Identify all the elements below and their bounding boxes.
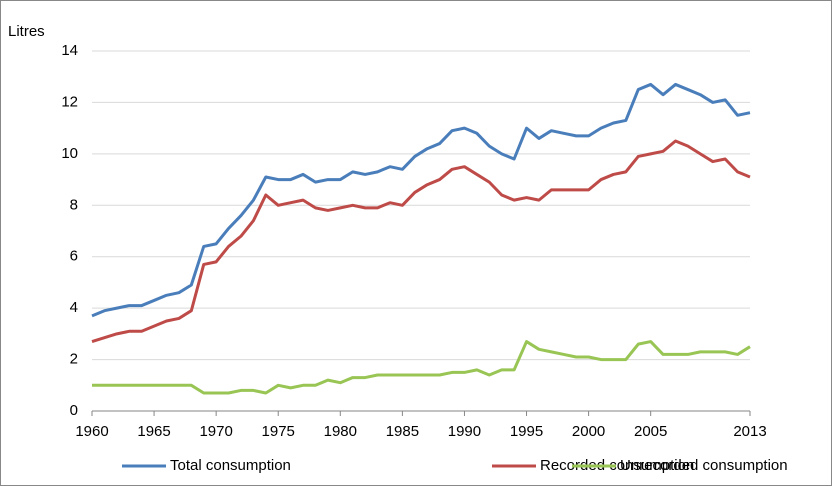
x-tick-label: 2013 <box>733 423 766 440</box>
x-tick-label: 1970 <box>199 423 232 440</box>
x-tick-label: 1995 <box>510 423 543 440</box>
x-tick-label: 1980 <box>324 423 357 440</box>
x-tick-label: 1990 <box>448 423 481 440</box>
x-tick-label: 2005 <box>634 423 667 440</box>
x-tick-label: 1975 <box>262 423 295 440</box>
y-tick-label: 2 <box>70 351 78 368</box>
x-tick-label: 1965 <box>137 423 170 440</box>
line-series <box>92 340 751 395</box>
x-tick-label: 2000 <box>572 423 605 440</box>
y-tick-label: 6 <box>70 248 78 265</box>
y-tick-label: 8 <box>70 196 78 213</box>
y-tick-label: 10 <box>61 145 78 162</box>
legend-label: Unrecorded consumption <box>620 457 788 474</box>
y-tick-label: 14 <box>61 42 78 59</box>
line-series <box>91 82 751 318</box>
y-tick-label: 12 <box>61 93 78 110</box>
line-series <box>91 139 751 344</box>
y-tick-label: 4 <box>70 299 78 316</box>
legend-label: Total consumption <box>170 457 291 474</box>
y-tick-label: 0 <box>70 402 78 419</box>
x-tick-label: 1985 <box>386 423 419 440</box>
y-axis-label: Litres <box>8 23 45 40</box>
x-tick-label: 1960 <box>75 423 108 440</box>
legend-label: Recorded consumption <box>540 457 694 474</box>
